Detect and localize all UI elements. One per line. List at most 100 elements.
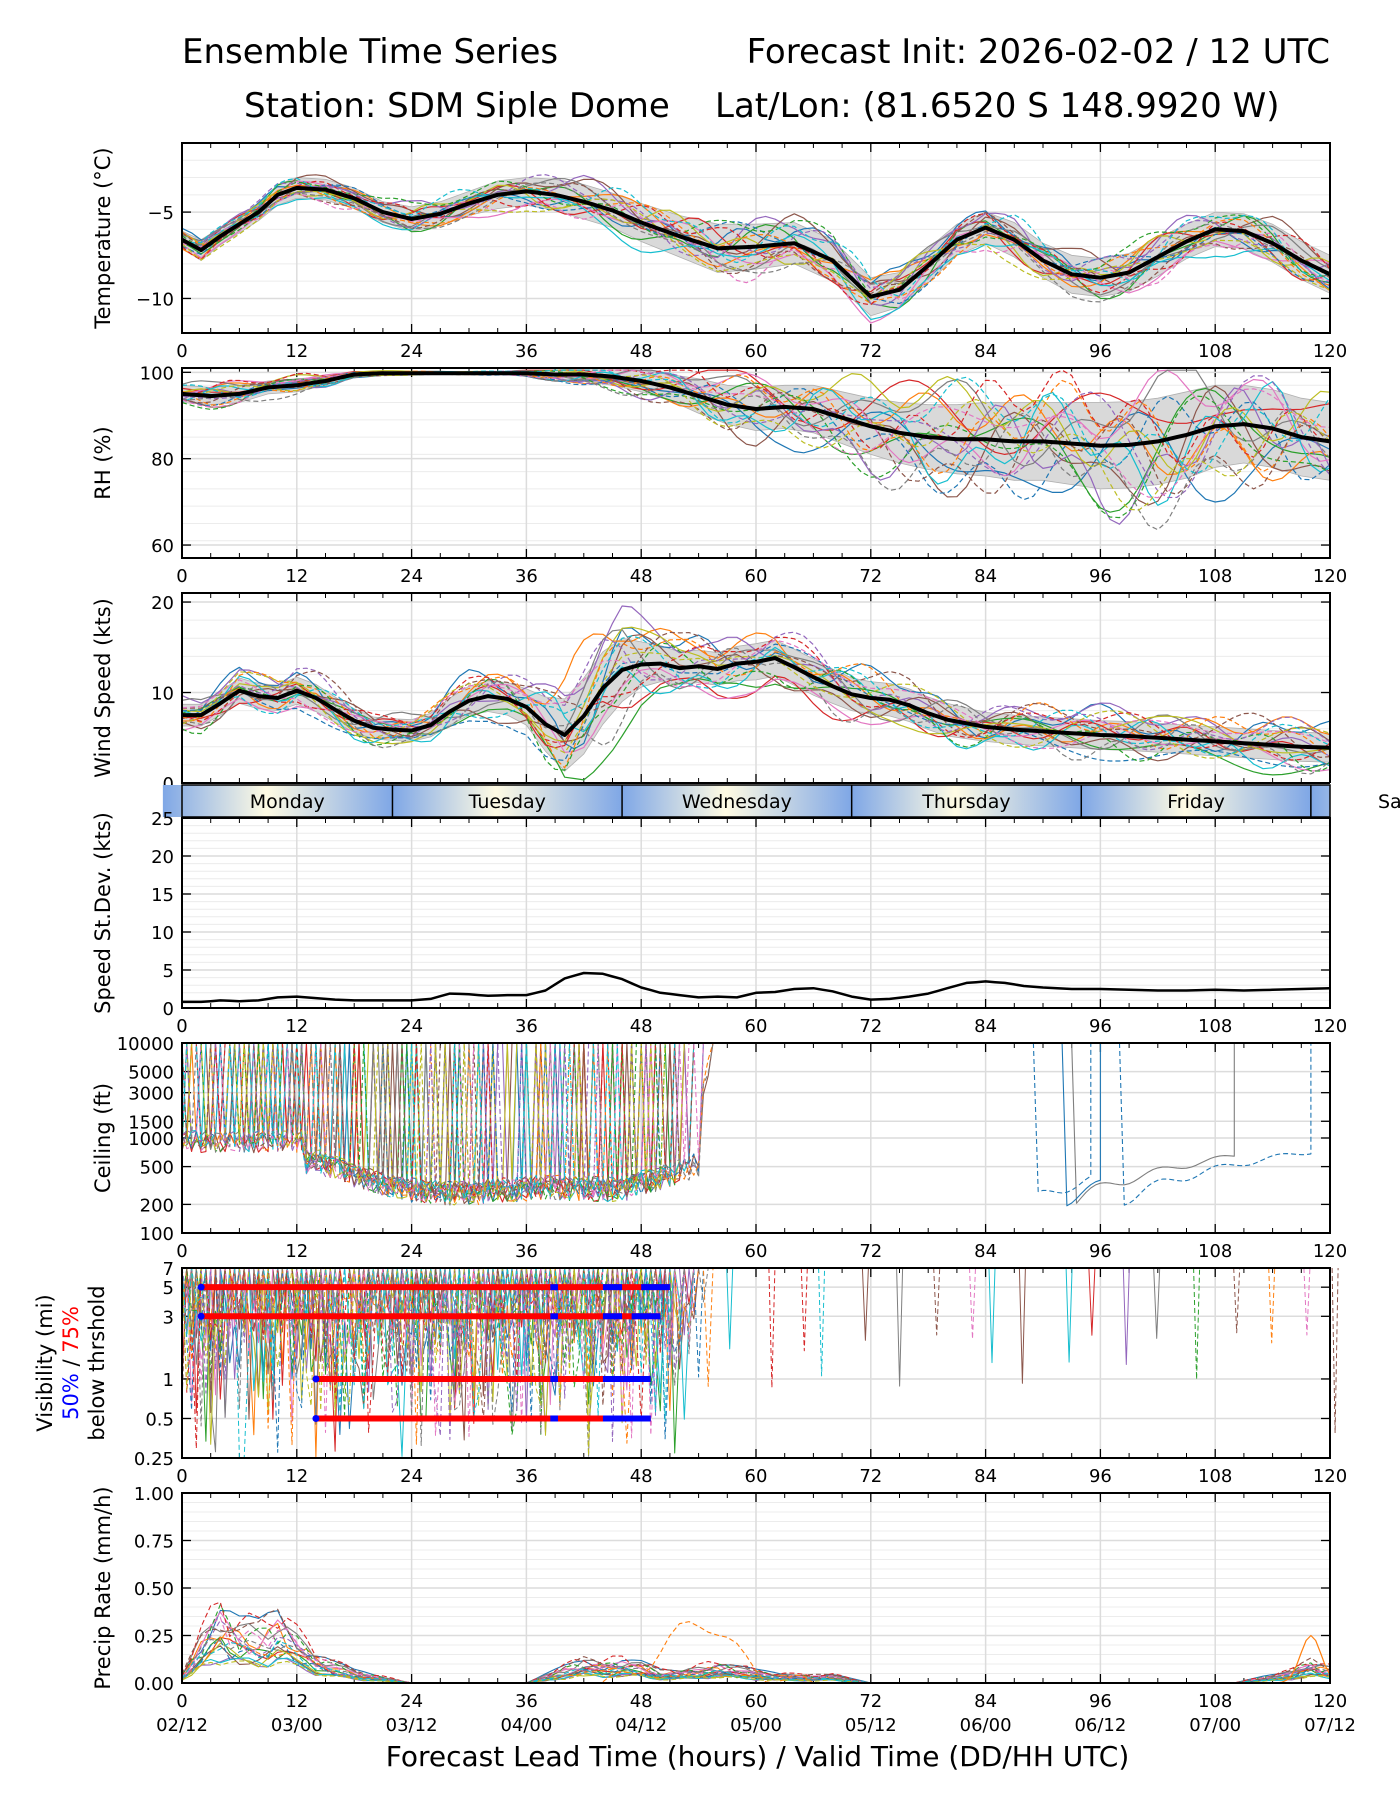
speed_stdev-x-tick-label: 0 <box>176 1016 187 1037</box>
visibility-ylabel-p75: 75% <box>59 1306 83 1353</box>
speed_stdev-x-tick-label: 72 <box>859 1016 882 1037</box>
visibility-frame <box>181 1267 1331 1459</box>
precip_rate-x-tick-label: 60 <box>745 1691 768 1712</box>
visibility-x-tick-label: 24 <box>400 1466 423 1487</box>
visibility-member-line <box>181 1267 718 1439</box>
valid-time-label: 06/00 <box>960 1715 1012 1736</box>
valid-time-label: 05/00 <box>730 1715 782 1736</box>
temperature-member-line <box>181 184 1331 305</box>
valid-time-label: 07/12 <box>1304 1715 1356 1736</box>
temperature-member-line <box>181 177 1331 297</box>
precip_rate-frame <box>181 1492 1331 1684</box>
temperature-ensemble-mean-line <box>181 185 1331 299</box>
ceiling-late-member <box>1061 1042 1101 1207</box>
ceiling-x-tick-label: 120 <box>1313 1241 1347 1262</box>
visibility-late-member <box>1233 1267 1241 1334</box>
valid-time-label: 03/00 <box>271 1715 323 1736</box>
speed_stdev-x-tick-label: 36 <box>515 1016 538 1037</box>
ceiling-y-tick-label: 5000 <box>128 1063 174 1084</box>
rh-ensemble <box>181 367 1331 531</box>
precip_rate-y-tick-label: 0.75 <box>134 1532 174 1553</box>
rh-x-tick-label: 60 <box>745 566 768 587</box>
speed_stdev-y-tick-label: 0 <box>163 999 174 1020</box>
speed_stdev-x-tick-label: 12 <box>285 1016 308 1037</box>
speed_stdev-x-tick-label: 48 <box>630 1016 653 1037</box>
precip_rate-x-tick-label: 72 <box>859 1691 882 1712</box>
ceiling-y-tick-label: 100 <box>140 1224 174 1245</box>
visibility-late-member <box>969 1267 976 1340</box>
visibility-x-tick-label: 72 <box>859 1466 882 1487</box>
precip_rate-y-tick-label: 0.50 <box>134 1579 174 1600</box>
ceiling-ylabel: Ceiling (ft) <box>91 1083 115 1193</box>
valid-time-label: 04/00 <box>500 1715 552 1736</box>
speed_stdev-x-tick-label: 84 <box>974 1016 997 1037</box>
visibility-late-member <box>1193 1267 1201 1380</box>
ceiling-x-tick-label: 24 <box>400 1241 423 1262</box>
speed_stdev-x-tick-label: 120 <box>1313 1016 1347 1037</box>
temperature-y-tick-label: −5 <box>147 203 174 224</box>
title-left: Ensemble Time Series <box>182 32 559 72</box>
stdev-line <box>182 971 1331 1004</box>
precip_rate-x-tick-label: 108 <box>1198 1691 1232 1712</box>
rh-x-tick-label: 72 <box>859 566 882 587</box>
temperature-member-line <box>181 180 1331 296</box>
visibility-x-tick-label: 36 <box>515 1466 538 1487</box>
rh-y-tick-label: 100 <box>140 363 174 384</box>
title-right: Forecast Init: 2026-02-02 / 12 UTC <box>746 32 1330 72</box>
wind_speed-ylabel: Wind Speed (kts) <box>91 598 115 778</box>
precip_rate-x-tick-label: 36 <box>515 1691 538 1712</box>
visibility-late-member <box>988 1267 996 1364</box>
rh-x-tick-label: 96 <box>1089 566 1112 587</box>
visibility-ensemble <box>181 1267 1339 1459</box>
rh-x-tick-label: 12 <box>285 566 308 587</box>
temperature-x-tick-label: 72 <box>859 341 882 362</box>
rh-x-tick-label: 84 <box>974 566 997 587</box>
day-label: Monday <box>250 791 325 813</box>
speed_stdev-ylabel: Speed St.Dev. (kts) <box>91 812 115 1014</box>
visibility-x-tick-label: 108 <box>1198 1466 1232 1487</box>
visibility-p50-marker <box>197 1283 205 1291</box>
visibility-x-tick-label: 48 <box>630 1466 653 1487</box>
visibility-late-member <box>861 1267 869 1341</box>
station-label: Station: SDM Siple Dome <box>244 86 670 126</box>
visibility-x-tick-label: 96 <box>1089 1466 1112 1487</box>
visibility-y-tick-label: 5 <box>163 1278 174 1299</box>
ceiling-y-tick-label: 1000 <box>128 1129 174 1150</box>
visibility-late-member <box>768 1267 776 1389</box>
speed_stdev-frame <box>181 817 1331 1009</box>
day-label: Tuesday <box>468 791 546 813</box>
temperature-x-tick-label: 84 <box>974 341 997 362</box>
wind_speed-y-tick-label: 10 <box>151 684 174 705</box>
visibility-ylabel-sep: / <box>59 1353 83 1373</box>
ceiling-x-tick-label: 84 <box>974 1241 997 1262</box>
precip_rate-y-tick-label: 0.00 <box>134 1674 174 1695</box>
ceiling-y-tick-label: 3000 <box>128 1084 174 1105</box>
ceiling-frame <box>181 1042 1331 1234</box>
day-band <box>622 785 852 817</box>
ceiling-x-tick-label: 108 <box>1198 1241 1232 1262</box>
temperature-x-tick-label: 48 <box>630 341 653 362</box>
valid-time-label: 05/12 <box>845 1715 897 1736</box>
ceiling-y-tick-label: 10000 <box>117 1034 174 1055</box>
wind_speed-member-line <box>181 651 1331 759</box>
day-label: Friday <box>1167 791 1225 813</box>
ceiling-late-member <box>1071 1042 1235 1204</box>
rh-y-tick-label: 60 <box>151 536 174 557</box>
visibility-ylabel-percentiles: 50% / 75% <box>59 1306 83 1420</box>
ceiling-late-member <box>1118 1042 1312 1206</box>
wind_speed-member-line <box>181 635 1331 757</box>
precip-member-line <box>181 1636 1331 1684</box>
visibility-y-tick-label: 3 <box>163 1307 174 1328</box>
visibility-p50-marker <box>197 1312 205 1320</box>
precip_rate-x-tick-label: 96 <box>1089 1691 1112 1712</box>
wind_speed-member-line <box>181 643 1331 768</box>
temperature-member-line <box>181 184 1331 305</box>
speed_stdev-y-tick-label: 25 <box>151 809 174 830</box>
speed_stdev-x-tick-label: 24 <box>400 1016 423 1037</box>
temperature-y-tick-label: −10 <box>136 289 174 310</box>
ceiling-y-tick-label: 500 <box>140 1158 174 1179</box>
valid-time-label: 06/12 <box>1074 1715 1126 1736</box>
rh-member-line <box>181 371 1331 495</box>
temperature-x-tick-label: 60 <box>745 341 768 362</box>
visibility-ylabel-p50: 50% <box>59 1373 83 1420</box>
